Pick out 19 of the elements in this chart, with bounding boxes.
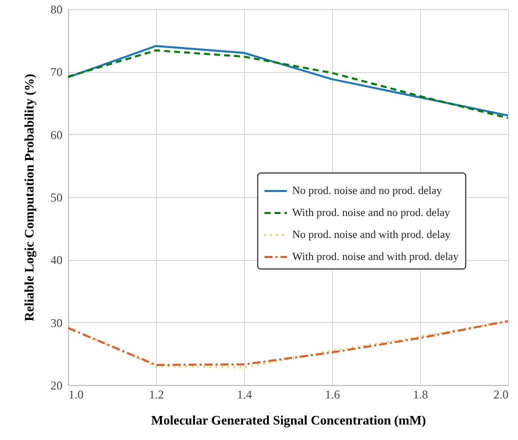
y-tick-label: 80 xyxy=(50,2,62,16)
legend-label: No prod. noise and with prod. delay xyxy=(292,229,451,242)
x-tick-label: 1.4 xyxy=(237,388,252,402)
x-tick-label: 2.0 xyxy=(494,388,508,402)
y-tick-label: 60 xyxy=(50,128,62,142)
legend-label: No prod. noise and no prod. delay xyxy=(292,185,442,198)
x-tick-label: 1.8 xyxy=(413,388,428,402)
y-axis-title: Reliable Logic Computation Probability (%) xyxy=(22,74,36,322)
x-axis-title: Molecular Generated Signal Concentration (mM) xyxy=(151,412,426,428)
y-tick-label: 30 xyxy=(50,316,62,330)
x-tick-label: 1.0 xyxy=(68,388,84,402)
y-tick-label: 40 xyxy=(50,253,62,268)
legend-label: With prod. noise and no prod. delay xyxy=(292,207,451,220)
y-tick-label: 70 xyxy=(50,65,62,80)
y-tick-label: 20 xyxy=(50,378,62,392)
x-tick-label: 1.2 xyxy=(149,388,164,402)
legend-label: With prod. noise and with prod. delay xyxy=(292,251,460,264)
x-tick-label: 1.6 xyxy=(325,388,340,402)
y-tick-label: 50 xyxy=(50,190,62,204)
